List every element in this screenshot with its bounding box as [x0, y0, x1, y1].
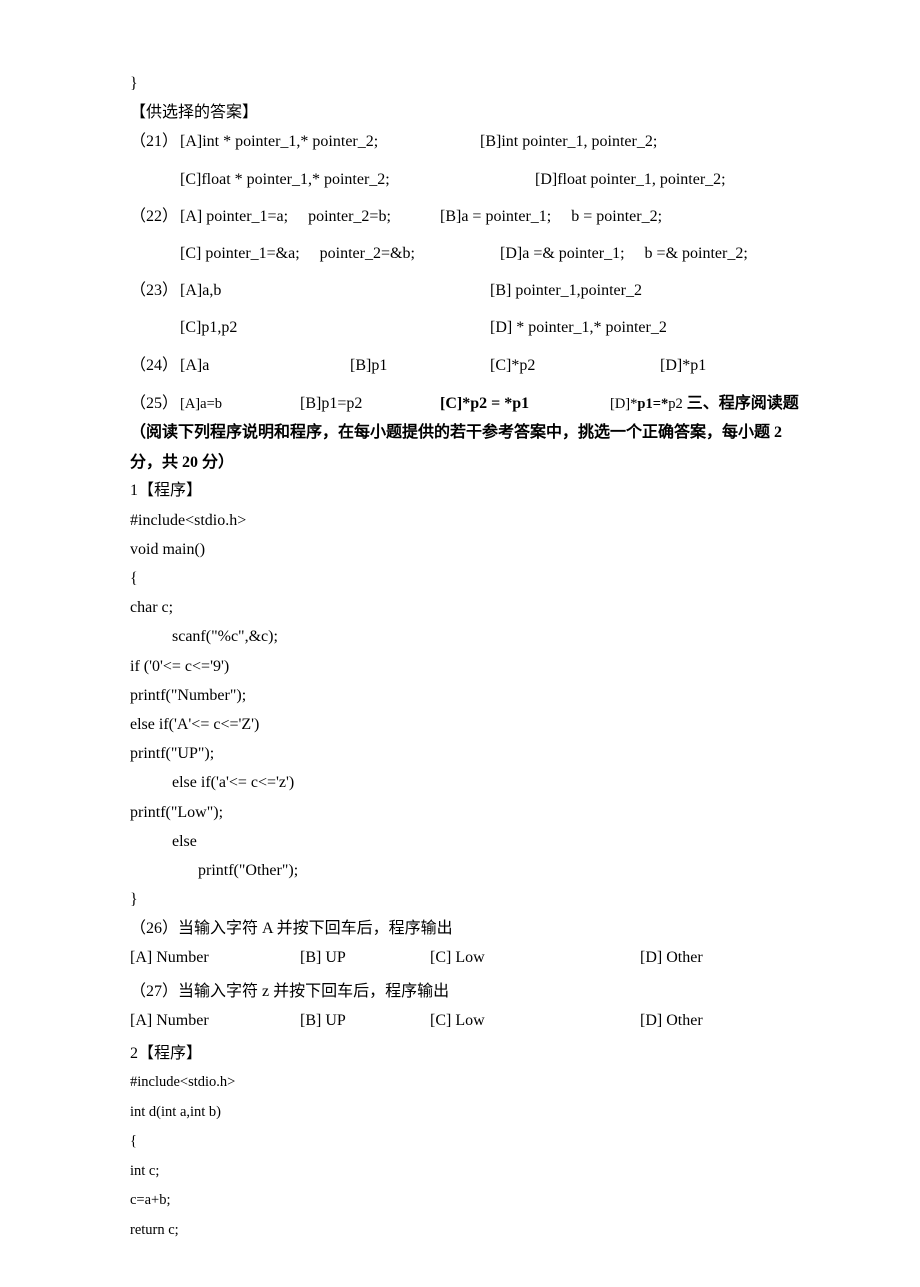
- q22-row2: [C] pointer_1=&a; pointer_2=&b; [D]a =& …: [130, 240, 805, 267]
- prog1-l1: #include<stdio.h>: [130, 507, 805, 534]
- q24-opt-b: [B]p1: [350, 352, 490, 379]
- q24-opt-d: [D]*p1: [660, 352, 706, 379]
- q27-options: [A] Number [B] UP [C] Low [D] Other: [130, 1007, 805, 1034]
- q26-text: （26）当输入字符 A 并按下回车后，程序输出: [130, 915, 805, 942]
- q22-label: （22）: [130, 203, 180, 230]
- q27-opt-b: [B] UP: [300, 1007, 430, 1034]
- q23-opt-a: [A]a,b: [180, 277, 490, 304]
- q27-text: （27）当输入字符 z 并按下回车后，程序输出: [130, 978, 805, 1005]
- q25-opt-c: [C]*p2 = *p1: [440, 389, 610, 419]
- prog2-l2: int d(int a,int b): [130, 1099, 805, 1127]
- prog1-title: 1【程序】: [130, 477, 805, 504]
- q25-opt-a: [A]a=b: [180, 391, 300, 418]
- prog1-l6: if ('0'<= c<='9'): [130, 653, 805, 680]
- q23-row2: [C]p1,p2 [D] * pointer_1,* pointer_2: [130, 314, 805, 341]
- q23-opt-c: [C]p1,p2: [180, 314, 490, 341]
- code-line: }: [130, 70, 805, 97]
- q21-row1: （21） [A]int * pointer_1,* pointer_2; [B]…: [130, 128, 805, 155]
- answers-header: 【供选择的答案】: [130, 99, 805, 126]
- q22-opt-c: [C] pointer_1=&a; pointer_2=&b;: [180, 240, 500, 267]
- q21-opt-d: [D]float pointer_1, pointer_2;: [535, 166, 726, 193]
- q24-opt-c: [C]*p2: [490, 352, 660, 379]
- prog1-l9: printf("UP");: [130, 740, 805, 767]
- document-page: } 【供选择的答案】 （21） [A]int * pointer_1,* poi…: [0, 0, 920, 1287]
- q23-opt-b: [B] pointer_1,pointer_2: [490, 277, 642, 304]
- prog1-l11: printf("Low");: [130, 799, 805, 826]
- q25-opt-d: [D]*p1=*p2: [610, 395, 683, 412]
- q22-opt-a: [A] pointer_1=a; pointer_2=b;: [180, 203, 440, 230]
- q25-d-bold: p1=*: [637, 396, 668, 412]
- q21-row2: [C]float * pointer_1,* pointer_2; [D]flo…: [130, 166, 805, 193]
- q21-opt-b: [B]int pointer_1, pointer_2;: [480, 128, 657, 155]
- prog1-l5: scanf("%c",&c);: [130, 623, 805, 650]
- prog2-l1: #include<stdio.h>: [130, 1069, 805, 1097]
- q27-opt-a: [A] Number: [130, 1007, 300, 1034]
- q24-opt-a: [A]a: [180, 352, 350, 379]
- q26-opt-b: [B] UP: [300, 944, 430, 971]
- prog1-l13: printf("Other");: [130, 857, 805, 884]
- prog2-l4: int c;: [130, 1158, 805, 1186]
- prog2-l5: c=a+b;: [130, 1187, 805, 1215]
- prog1-l8: else if('A'<= c<='Z'): [130, 711, 805, 738]
- q25-opt-b: [B]p1=p2: [300, 389, 440, 419]
- prog1-l10: else if('a'<= c<='z'): [130, 769, 805, 796]
- q26-opt-a: [A] Number: [130, 944, 300, 971]
- q26-opt-d: [D] Other: [640, 944, 703, 971]
- q26-options: [A] Number [B] UP [C] Low [D] Other: [130, 944, 805, 971]
- prog2-l6: return c;: [130, 1217, 805, 1245]
- q24-row: （24） [A]a [B]p1 [C]*p2 [D]*p1: [130, 352, 805, 379]
- q23-opt-d: [D] * pointer_1,* pointer_2: [490, 314, 667, 341]
- q22-opt-b: [B]a = pointer_1; b = pointer_2;: [440, 203, 662, 230]
- prog1-l4: char c;: [130, 594, 805, 621]
- q22-opt-d: [D]a =& pointer_1; b =& pointer_2;: [500, 240, 748, 267]
- q23-row1: （23） [A]a,b [B] pointer_1,pointer_2: [130, 277, 805, 304]
- q27-opt-d: [D] Other: [640, 1007, 703, 1034]
- prog1-l3: {: [130, 565, 805, 592]
- q21-opt-a: [A]int * pointer_1,* pointer_2;: [180, 128, 480, 155]
- q25-d-suffix: p2: [668, 396, 683, 412]
- q23-label: （23）: [130, 277, 180, 304]
- q25-label: （25）: [130, 389, 180, 419]
- prog2-title: 2【程序】: [130, 1040, 805, 1067]
- prog1-l12: else: [130, 828, 805, 855]
- q21-label: （21）: [130, 128, 180, 155]
- q25-d-prefix: [D]*: [610, 396, 637, 412]
- prog1-l2: void main(): [130, 536, 805, 563]
- prog1-l14: }: [130, 886, 805, 913]
- prog2-l3: {: [130, 1128, 805, 1156]
- prog1-l7: printf("Number");: [130, 682, 805, 709]
- q27-opt-c: [C] Low: [430, 1007, 640, 1034]
- q21-opt-c: [C]float * pointer_1,* pointer_2;: [180, 166, 535, 193]
- q25-and-section3: （25）[A]a=b[B]p1=p2[C]*p2 = *p1[D]*p1=*p2…: [130, 389, 805, 478]
- q26-opt-c: [C] Low: [430, 944, 640, 971]
- q24-label: （24）: [130, 352, 180, 379]
- q22-row1: （22） [A] pointer_1=a; pointer_2=b; [B]a …: [130, 203, 805, 230]
